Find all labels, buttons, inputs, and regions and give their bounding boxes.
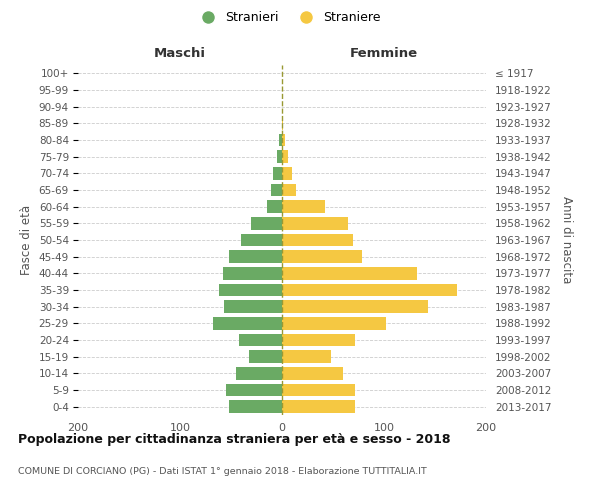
Bar: [282, 234, 353, 246]
Text: COMUNE DI CORCIANO (PG) - Dati ISTAT 1° gennaio 2018 - Elaborazione TUTTITALIA.I: COMUNE DI CORCIANO (PG) - Dati ISTAT 1° …: [18, 468, 427, 476]
Bar: [282, 184, 296, 196]
Bar: [282, 200, 325, 213]
Bar: [282, 150, 288, 163]
Bar: [282, 300, 428, 313]
Y-axis label: Fasce di età: Fasce di età: [20, 205, 33, 275]
Bar: [239, 334, 282, 346]
Bar: [224, 300, 282, 313]
Bar: [241, 234, 282, 246]
Bar: [219, 284, 282, 296]
Text: Maschi: Maschi: [154, 47, 206, 60]
Bar: [277, 150, 282, 163]
Legend: Stranieri, Straniere: Stranieri, Straniere: [190, 6, 386, 29]
Bar: [282, 400, 355, 413]
Bar: [271, 184, 282, 196]
Bar: [229, 250, 282, 263]
Y-axis label: Anni di nascita: Anni di nascita: [560, 196, 573, 284]
Bar: [282, 384, 355, 396]
Bar: [282, 334, 355, 346]
Bar: [282, 267, 416, 280]
Bar: [279, 134, 282, 146]
Bar: [229, 400, 282, 413]
Bar: [282, 317, 386, 330]
Bar: [282, 217, 349, 230]
Bar: [236, 367, 282, 380]
Bar: [223, 267, 282, 280]
Bar: [267, 200, 282, 213]
Bar: [273, 167, 282, 179]
Bar: [282, 367, 343, 380]
Bar: [212, 317, 282, 330]
Text: Femmine: Femmine: [350, 47, 418, 60]
Bar: [282, 134, 285, 146]
Bar: [250, 350, 282, 363]
Bar: [282, 167, 292, 179]
Bar: [282, 350, 331, 363]
Text: Popolazione per cittadinanza straniera per età e sesso - 2018: Popolazione per cittadinanza straniera p…: [18, 432, 451, 446]
Bar: [251, 217, 282, 230]
Bar: [282, 284, 457, 296]
Bar: [226, 384, 282, 396]
Bar: [282, 250, 362, 263]
Bar: [282, 117, 283, 130]
